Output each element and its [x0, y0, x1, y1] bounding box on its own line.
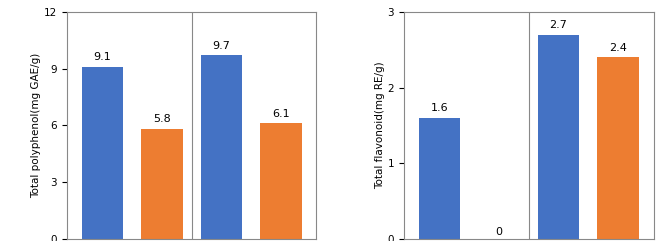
Text: 0: 0 [496, 227, 502, 237]
Text: 5.8: 5.8 [153, 114, 171, 124]
Bar [419, 118, 460, 239]
Bar [141, 129, 183, 239]
Text: 1.6: 1.6 [431, 103, 448, 113]
Text: 2.4: 2.4 [609, 43, 627, 53]
Text: 9.7: 9.7 [212, 41, 230, 51]
Y-axis label: Total polyphenol(mg GAE/g): Total polyphenol(mg GAE/g) [31, 53, 41, 198]
Bar [201, 55, 242, 239]
Text: 2.7: 2.7 [550, 20, 568, 30]
Text: 9.1: 9.1 [93, 52, 111, 62]
Bar [538, 35, 580, 239]
Bar [260, 123, 301, 239]
Bar [81, 67, 123, 239]
Bar [597, 57, 639, 239]
Text: 6.1: 6.1 [272, 109, 289, 119]
Y-axis label: Total flavonoid(mg RE/g): Total flavonoid(mg RE/g) [375, 61, 385, 189]
